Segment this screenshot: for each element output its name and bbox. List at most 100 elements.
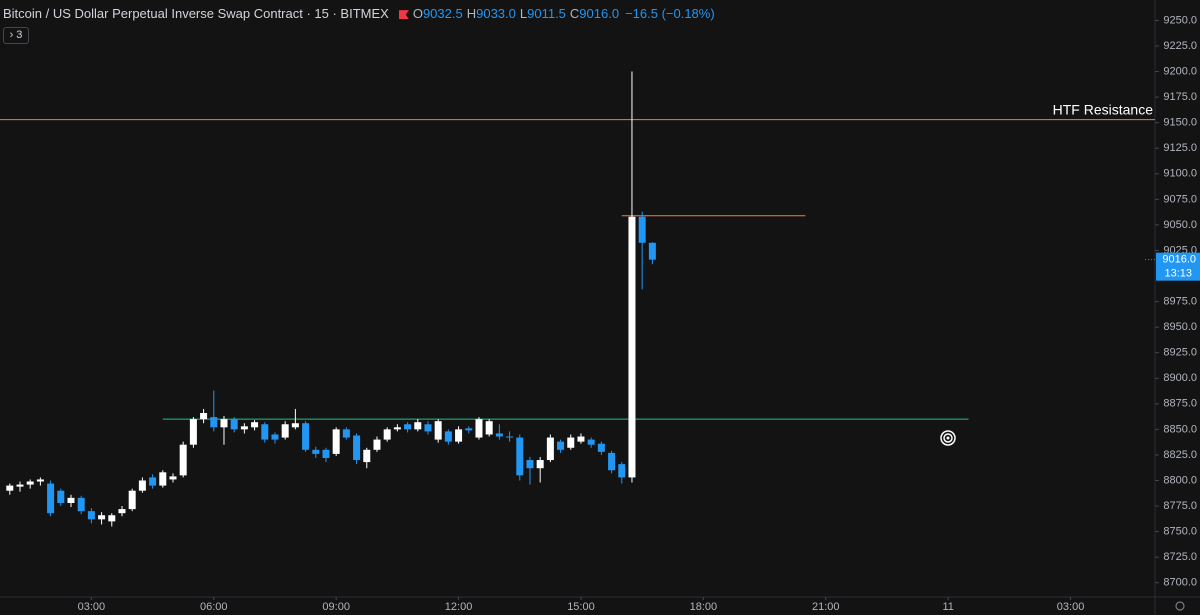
candle — [220, 416, 228, 445]
candle-body — [138, 480, 146, 491]
candle — [536, 456, 544, 483]
x-tick-label: 06:00 — [200, 601, 228, 613]
ohlc-value: 9032.5 — [422, 6, 463, 21]
candle-body — [230, 419, 238, 430]
candle — [302, 421, 310, 452]
candle-body — [424, 424, 432, 432]
candle-body — [312, 449, 320, 454]
candle — [444, 429, 452, 445]
candle-body — [608, 452, 616, 471]
candle-body — [200, 413, 208, 420]
candle-body — [128, 490, 136, 510]
candle-body — [485, 421, 493, 435]
candle-body — [210, 417, 218, 428]
x-tick-label: 09:00 — [322, 601, 350, 613]
candle — [577, 433, 585, 444]
candle — [587, 437, 595, 448]
candle-body — [16, 484, 24, 487]
x-tick-label: 11 — [942, 601, 953, 613]
candle-body — [118, 509, 126, 514]
candle-body — [169, 476, 177, 480]
candle-body — [108, 515, 116, 522]
candle-body — [26, 481, 34, 485]
candle — [118, 506, 126, 517]
candle — [322, 447, 330, 463]
candle-body — [332, 429, 340, 454]
candle — [526, 456, 534, 485]
candle — [638, 211, 646, 290]
candle-body — [393, 427, 401, 430]
candle — [312, 446, 320, 458]
candle — [108, 513, 116, 527]
last-price-tag — [1156, 252, 1200, 281]
candle — [648, 242, 656, 265]
y-tick-label: 8900.0 — [1163, 372, 1197, 384]
candle-body — [189, 419, 197, 445]
y-tick-label: 8850.0 — [1163, 423, 1197, 435]
candle — [506, 431, 514, 442]
candle — [281, 421, 289, 440]
y-tick-label: 8725.0 — [1163, 551, 1197, 563]
settings-icon[interactable] — [1175, 601, 1185, 611]
candle — [98, 512, 106, 525]
y-tick-label: 8975.0 — [1163, 295, 1197, 307]
candle — [342, 427, 350, 440]
x-tick-label: 15:00 — [567, 601, 595, 613]
candle-body — [587, 439, 595, 445]
candle-body — [434, 421, 442, 440]
candle-body — [557, 441, 565, 450]
candle-body — [353, 435, 361, 461]
y-tick-label: 9125.0 — [1163, 142, 1197, 154]
flag[interactable] — [398, 10, 409, 20]
y-tick-label: 8950.0 — [1163, 321, 1197, 333]
candle-body — [302, 423, 310, 450]
annotation: HTF Resistance — [1053, 101, 1154, 117]
candle-body — [577, 436, 585, 442]
candle-body — [67, 497, 75, 503]
collapse-button[interactable]: › 3 — [3, 27, 29, 44]
candle — [628, 71, 636, 483]
candle — [16, 481, 24, 492]
candle — [383, 427, 391, 442]
candle-body — [383, 429, 391, 440]
candle-body — [47, 483, 55, 514]
y-tick-label: 9200.0 — [1163, 65, 1197, 77]
candle-body — [495, 433, 503, 437]
y-tick-label: 8750.0 — [1163, 526, 1197, 538]
candle-body — [291, 423, 299, 428]
candle — [6, 483, 14, 495]
candle-body — [546, 437, 554, 461]
y-tick-label: 9175.0 — [1163, 91, 1197, 103]
ohlc-label: L — [519, 6, 528, 21]
candle — [57, 488, 65, 507]
candle-body — [220, 419, 228, 428]
ohlc-value: 9033.0 — [476, 6, 516, 21]
candle-body — [455, 429, 463, 442]
candle — [169, 473, 177, 483]
candle-body — [373, 439, 381, 450]
y-tick-label: 8925.0 — [1163, 347, 1197, 359]
candle-body — [57, 490, 65, 503]
candle — [36, 477, 44, 486]
x-tick-label: 03:00 — [78, 601, 106, 613]
candle-body — [618, 464, 626, 478]
candle — [465, 426, 473, 434]
ohlc-label: H — [466, 6, 477, 21]
y-tick-label: 9050.0 — [1163, 219, 1197, 231]
candle — [434, 419, 442, 443]
candle-body — [240, 426, 248, 430]
candle-body — [77, 497, 85, 512]
candle — [261, 422, 269, 443]
symbol-title: Bitcoin / US Dollar Perpetual Inverse Sw… — [3, 6, 389, 21]
candle-body — [475, 419, 483, 438]
candle-body — [261, 424, 269, 440]
legend: Bitcoin / US Dollar Perpetual Inverse Sw… — [3, 6, 715, 21]
last-price-label: 9016.0 — [1162, 254, 1196, 266]
candle — [546, 434, 554, 463]
y-tick-label: 9075.0 — [1163, 193, 1197, 205]
candle — [404, 422, 412, 433]
y-tick-label: 9150.0 — [1163, 117, 1197, 129]
candle-body — [87, 511, 95, 520]
candle-body — [536, 460, 544, 469]
candle-body — [444, 431, 452, 442]
